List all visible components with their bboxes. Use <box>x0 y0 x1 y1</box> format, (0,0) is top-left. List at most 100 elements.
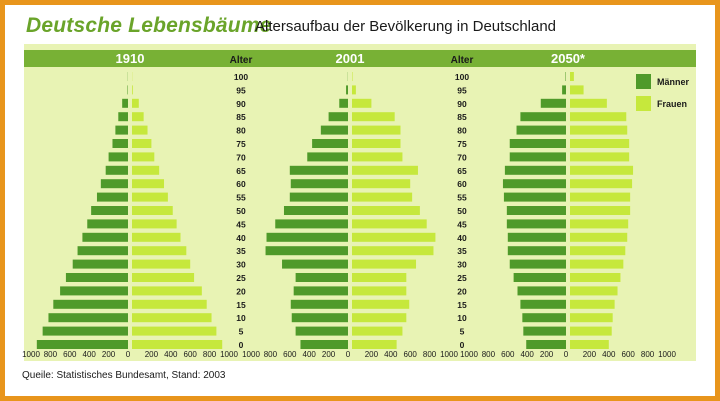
age-label: 65 <box>457 166 467 176</box>
x-tick-label: 200 <box>365 350 379 359</box>
bar-maenner <box>291 313 348 323</box>
bar-frauen <box>570 139 630 148</box>
x-tick-label: 1000 <box>242 350 260 359</box>
bar-frauen <box>132 112 144 122</box>
bar-frauen <box>570 232 628 242</box>
bar-maenner <box>507 232 566 242</box>
year-header-2: 2050* <box>551 51 586 66</box>
bar-frauen <box>132 125 148 135</box>
x-tick-label: 200 <box>145 350 159 359</box>
bar-frauen <box>352 139 401 148</box>
year-header-1: 2001 <box>336 51 365 66</box>
bar-maenner <box>339 98 348 108</box>
age-label: 50 <box>236 206 246 216</box>
bar-maenner <box>295 273 348 282</box>
x-tick-label: 800 <box>641 350 655 359</box>
x-tick-label: 800 <box>482 350 496 359</box>
bar-frauen <box>352 326 403 336</box>
age-label: 0 <box>239 340 244 350</box>
bar-maenner <box>283 206 348 215</box>
bar-frauen <box>570 219 629 229</box>
bar-frauen <box>570 273 621 282</box>
bar-maenner <box>289 165 348 175</box>
age-label: 60 <box>457 179 467 189</box>
bar-frauen <box>570 326 612 336</box>
age-label: 30 <box>457 260 467 270</box>
x-tick-label: 400 <box>602 350 616 359</box>
x-tick-label: 200 <box>540 350 554 359</box>
bar-maenner <box>507 246 566 256</box>
bar-frauen <box>132 179 165 189</box>
x-tick-label: 0 <box>564 350 569 359</box>
bar-frauen <box>132 192 168 202</box>
bar-frauen <box>570 192 631 202</box>
bar-maenner <box>504 165 566 175</box>
bar-maenner <box>290 299 348 309</box>
bar-frauen <box>352 85 356 95</box>
bar-frauen <box>570 340 609 349</box>
age-label: 0 <box>460 340 465 350</box>
bar-maenner <box>516 125 566 135</box>
bar-maenner <box>91 206 128 215</box>
bar-maenner <box>520 112 566 122</box>
x-tick-label: 600 <box>184 350 198 359</box>
bar-frauen <box>570 72 574 81</box>
bar-frauen <box>352 179 411 189</box>
bar-frauen <box>132 206 173 215</box>
age-label: 5 <box>239 327 244 337</box>
x-tick-label: 1000 <box>460 350 478 359</box>
age-label: 10 <box>457 313 467 323</box>
bar-maenner <box>108 152 128 162</box>
age-label: 95 <box>236 85 246 95</box>
bar-maenner <box>509 139 566 148</box>
age-label: 25 <box>457 273 467 283</box>
bar-maenner <box>112 139 128 148</box>
bar-frauen <box>352 165 418 175</box>
x-tick-label: 800 <box>203 350 217 359</box>
bar-maenner <box>540 98 566 108</box>
bar-frauen <box>132 152 155 162</box>
x-tick-label: 1000 <box>220 350 238 359</box>
age-label: 5 <box>460 327 465 337</box>
age-label: 45 <box>236 219 246 229</box>
bar-frauen <box>352 273 407 282</box>
bar-frauen <box>352 286 407 296</box>
bar-frauen <box>570 98 607 108</box>
bar-frauen <box>570 85 584 95</box>
age-label: 70 <box>236 152 246 162</box>
bar-frauen <box>352 98 372 108</box>
bar-frauen <box>132 340 223 349</box>
bar-frauen <box>132 273 195 282</box>
bar-frauen <box>570 152 630 162</box>
age-label: 15 <box>236 300 246 310</box>
bar-frauen <box>352 246 434 256</box>
x-tick-label: 1000 <box>22 350 40 359</box>
bar-frauen <box>132 139 152 148</box>
bar-maenner <box>312 139 348 148</box>
x-tick-label: 600 <box>501 350 515 359</box>
bar-maenner <box>282 259 348 269</box>
age-header-1: Alter <box>451 55 474 66</box>
bar-frauen <box>352 219 427 229</box>
legend-swatch-frauen <box>636 96 651 111</box>
x-tick-label: 0 <box>126 350 131 359</box>
bar-frauen <box>132 246 187 256</box>
x-tick-label: 200 <box>102 350 116 359</box>
bar-frauen <box>352 206 420 215</box>
x-tick-label: 400 <box>83 350 97 359</box>
age-label: 10 <box>236 313 246 323</box>
bar-frauen <box>570 165 634 175</box>
age-label: 85 <box>457 112 467 122</box>
age-label: 55 <box>236 193 246 203</box>
age-label: 100 <box>234 72 248 82</box>
bar-frauen <box>132 232 181 242</box>
bar-maenner <box>115 125 128 135</box>
age-label: 35 <box>457 246 467 256</box>
age-label: 90 <box>236 99 246 109</box>
age-label: 40 <box>236 233 246 243</box>
bar-frauen <box>570 125 628 135</box>
x-tick-label: 400 <box>521 350 535 359</box>
bar-maenner <box>522 313 566 323</box>
bar-maenner <box>328 112 348 122</box>
